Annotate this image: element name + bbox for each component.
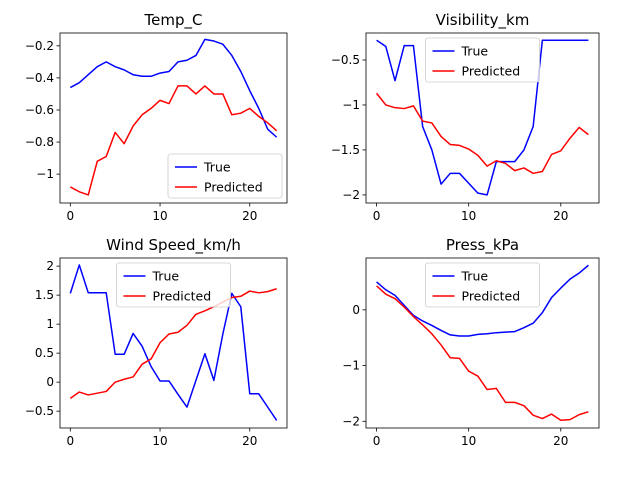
series-line-true xyxy=(69,38,278,138)
legend-label-predicted: Predicted xyxy=(462,289,521,304)
series-line-predicted xyxy=(69,85,278,196)
legend-label-predicted: Predicted xyxy=(153,289,212,304)
legend: True Predicted xyxy=(425,37,540,83)
x-tick-label: 20 xyxy=(553,434,568,448)
y-tick-label: −2 xyxy=(342,414,360,428)
x-tick-label: 20 xyxy=(242,209,257,223)
legend-label-true: True xyxy=(461,44,489,59)
axes-frame xyxy=(59,257,288,429)
subplot-title: Visibility_km xyxy=(436,11,530,30)
legend: True Predicted xyxy=(116,262,231,308)
y-tick-label: −0.5 xyxy=(331,53,360,67)
x-tick-label: 0 xyxy=(66,434,74,448)
subplot-title: Wind Speed_km/h xyxy=(106,236,241,255)
x-tick-label: 20 xyxy=(553,209,568,223)
axes-frame xyxy=(59,32,288,204)
x-tick-label: 10 xyxy=(152,209,167,223)
y-tick-label: 0 xyxy=(46,375,54,389)
legend: True Predicted xyxy=(425,262,540,308)
axes-frame xyxy=(365,257,600,429)
series-line-true xyxy=(376,39,589,196)
legend-label-predicted: Predicted xyxy=(462,64,521,79)
series-line-true xyxy=(376,264,589,337)
y-tick-label: 0.5 xyxy=(35,346,54,360)
legend: True Predicted xyxy=(167,153,283,199)
subplot-3: Wind Speed_km/h 0 10 20 −0.5 0 0.5 1 1.5 2 True Pre… xyxy=(25,236,288,448)
y-tick-label: −1 xyxy=(342,359,360,373)
x-tick-label: 0 xyxy=(66,209,74,223)
y-tick-label: 0 xyxy=(352,303,360,317)
y-tick-label: −1.5 xyxy=(331,143,360,157)
y-tick-label: −0.8 xyxy=(25,135,54,149)
y-tick-label: −2 xyxy=(342,188,360,202)
legend-label-true: True xyxy=(152,269,180,284)
subplot-title: Temp_C xyxy=(144,11,203,30)
x-tick-label: 10 xyxy=(152,434,167,448)
y-tick-label: −0.6 xyxy=(25,103,54,117)
y-tick-label: −0.4 xyxy=(25,71,54,85)
subplot-4: Press_kPa 0 10 20 −2 −1 0 True Predicted xyxy=(342,236,600,448)
legend-label-predicted: Predicted xyxy=(204,180,263,195)
subplot-title: Press_kPa xyxy=(446,236,519,255)
y-tick-label: −1 xyxy=(342,98,360,112)
x-tick-label: 10 xyxy=(461,434,476,448)
x-tick-label: 0 xyxy=(373,209,381,223)
y-tick-label: 1 xyxy=(46,317,54,331)
legend-label-true: True xyxy=(203,160,231,175)
x-tick-label: 20 xyxy=(242,434,257,448)
y-tick-label: −1 xyxy=(36,167,54,181)
series-line-predicted xyxy=(69,288,277,400)
legend-label-true: True xyxy=(461,269,489,284)
y-tick-label: −0.5 xyxy=(25,404,54,418)
subplot-2: Visibility_km 0 10 20 −2 −1.5 −1 −0.5 True Predic… xyxy=(331,11,600,223)
series-line-predicted xyxy=(376,285,589,421)
y-tick-label: −0.2 xyxy=(25,39,54,53)
y-tick-label: 1.5 xyxy=(35,288,54,302)
x-tick-label: 10 xyxy=(461,209,476,223)
series-line-predicted xyxy=(376,92,589,175)
series-line-true xyxy=(69,264,278,421)
subplot-1: Temp_C 0 10 20 −1 −0.8 −0.6 −0.4 −0.2 True Predict… xyxy=(25,11,288,223)
y-tick-label: 2 xyxy=(46,259,54,273)
axes-frame xyxy=(365,32,600,204)
x-tick-label: 0 xyxy=(373,434,381,448)
